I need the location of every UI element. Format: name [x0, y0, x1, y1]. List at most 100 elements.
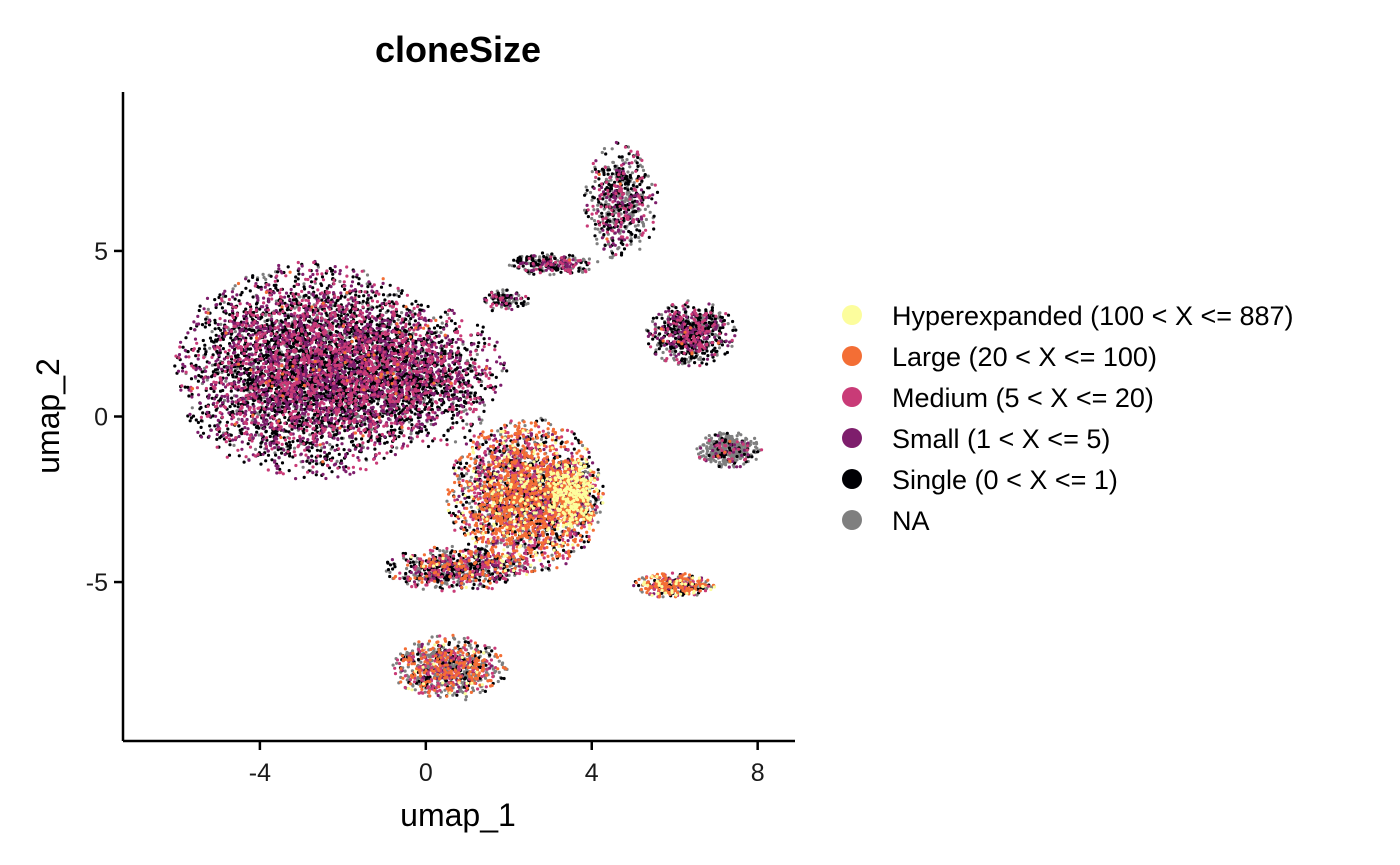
point: [222, 398, 227, 402]
point: [232, 443, 236, 447]
point: [260, 315, 264, 319]
point: [388, 293, 392, 297]
point: [338, 279, 342, 284]
point: [254, 425, 259, 429]
point: [308, 461, 312, 465]
point: [717, 346, 722, 350]
point: [361, 299, 365, 303]
point: [707, 434, 711, 438]
point: [314, 473, 318, 477]
point: [617, 246, 621, 250]
point: [507, 263, 511, 267]
point: [279, 358, 284, 363]
point: [325, 286, 329, 290]
point: [407, 420, 411, 424]
point: [752, 441, 756, 445]
point: [198, 407, 202, 411]
point: [596, 227, 600, 231]
point: [220, 306, 224, 310]
point: [604, 200, 608, 204]
point: [754, 457, 758, 461]
point: [465, 472, 469, 476]
point: [235, 409, 239, 413]
point: [303, 390, 307, 394]
point: [335, 459, 339, 463]
point: [291, 440, 295, 444]
point: [210, 375, 214, 379]
point: [410, 302, 414, 306]
point: [320, 298, 324, 302]
point: [186, 350, 190, 354]
point: [246, 378, 250, 382]
point: [660, 356, 664, 360]
point: [497, 670, 501, 675]
point: [411, 684, 415, 688]
point: [453, 440, 458, 444]
point: [301, 465, 305, 469]
point: [427, 655, 431, 659]
point: [298, 295, 302, 299]
point: [412, 642, 417, 646]
point: [348, 335, 352, 339]
point: [499, 541, 503, 545]
point: [487, 645, 491, 650]
point: [357, 294, 361, 298]
point: [464, 698, 468, 702]
point: [641, 220, 645, 224]
point: [196, 379, 200, 383]
point: [302, 282, 306, 286]
point: [738, 456, 743, 461]
point: [343, 287, 347, 291]
point: [307, 319, 311, 323]
point: [302, 475, 306, 479]
point: [364, 457, 368, 461]
point: [315, 448, 319, 452]
point: [552, 272, 556, 276]
point: [335, 443, 339, 447]
point: [325, 313, 329, 317]
point: [258, 410, 262, 414]
point: [337, 316, 341, 321]
point: [316, 263, 320, 267]
point: [268, 434, 272, 439]
point: [508, 564, 512, 568]
point: [290, 378, 294, 382]
point: [407, 319, 411, 323]
point: [392, 293, 396, 297]
point: [184, 336, 188, 340]
point: [240, 432, 244, 436]
point: [326, 296, 330, 300]
point: [633, 224, 638, 228]
point: [230, 396, 234, 400]
point: [214, 333, 218, 337]
point: [480, 418, 484, 422]
point: [735, 434, 739, 438]
point: [319, 449, 323, 453]
point: [218, 293, 222, 297]
point: [465, 359, 469, 363]
point: [246, 442, 250, 446]
point: [292, 446, 297, 450]
point: [221, 347, 225, 351]
point: [288, 443, 292, 447]
point: [251, 295, 255, 299]
point: [336, 313, 340, 317]
point: [434, 584, 438, 589]
point: [596, 203, 600, 207]
point: [218, 302, 222, 306]
point: [461, 342, 465, 346]
point: [308, 433, 312, 437]
point: [210, 330, 214, 334]
point: [632, 181, 636, 185]
point: [259, 445, 263, 449]
point: [332, 433, 336, 437]
point: [224, 379, 228, 383]
point: [533, 566, 537, 570]
point: [327, 340, 332, 344]
point: [496, 429, 500, 433]
point: [381, 293, 386, 297]
point: [264, 459, 268, 463]
point: [280, 451, 284, 455]
point: [210, 339, 214, 343]
point: [228, 443, 232, 447]
